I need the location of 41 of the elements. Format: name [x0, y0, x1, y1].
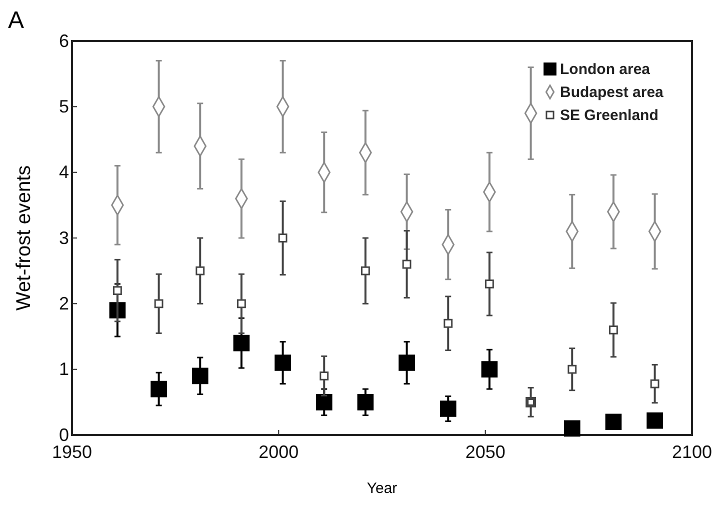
- legend-label: Budapest area: [560, 84, 664, 101]
- point: [113, 286, 122, 295]
- point: [196, 266, 205, 276]
- y-tick-label: 1: [58, 359, 69, 380]
- point: [564, 420, 580, 437]
- x-tick-label: 2050: [465, 442, 506, 462]
- point: [646, 412, 663, 429]
- point: [357, 394, 374, 410]
- point: [481, 361, 498, 378]
- point: [320, 371, 329, 380]
- x-tick-label: 2100: [672, 442, 712, 462]
- legend-label: SE Greenland: [560, 107, 658, 124]
- point: [526, 396, 536, 408]
- point: [605, 414, 622, 430]
- point: [650, 379, 660, 388]
- point: [274, 354, 291, 371]
- y-tick-label: 4: [58, 162, 69, 182]
- point: [361, 266, 370, 276]
- y-tick-label: 5: [58, 96, 69, 116]
- point: [609, 325, 618, 334]
- point: [237, 299, 246, 308]
- legend-label: London area: [560, 61, 651, 78]
- point: [444, 318, 453, 328]
- text: A: [8, 7, 24, 34]
- y-axis-title: Wet-frost events: [13, 165, 35, 311]
- y-tick-label: 6: [58, 30, 69, 51]
- x-tick-label: 2000: [258, 442, 299, 462]
- point: [402, 260, 412, 269]
- y-tick-label: 2: [58, 293, 69, 314]
- point: [316, 394, 332, 410]
- point: [278, 234, 288, 242]
- point: [440, 400, 456, 417]
- point: [233, 334, 250, 352]
- point: [568, 364, 577, 374]
- point: [154, 299, 164, 308]
- point: [150, 380, 167, 398]
- y-tick-label: 3: [58, 228, 69, 248]
- point: [485, 280, 494, 288]
- point: [398, 354, 415, 371]
- x-axis-title: Year: [366, 480, 398, 497]
- point: [192, 368, 208, 384]
